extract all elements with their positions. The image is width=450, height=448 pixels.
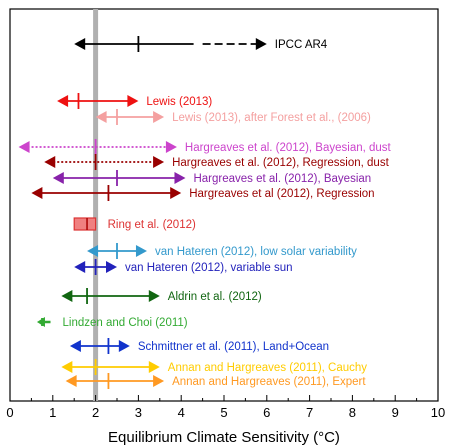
left-arrow xyxy=(74,38,86,50)
estimate-label: Lewis (2013), after Forest et al., (2006… xyxy=(172,112,371,124)
x-tick-label: 5 xyxy=(220,405,227,420)
estimate-row: Lewis (2013), after Forest et al., (2006… xyxy=(95,109,371,125)
right-arrow xyxy=(118,340,130,352)
x-tick-label: 1 xyxy=(49,405,56,420)
right-arrow xyxy=(170,187,182,199)
right-arrow xyxy=(127,95,139,107)
estimate-label: van Hateren (2012), low solar variabilit… xyxy=(155,246,357,258)
estimate-label: Hargreaves et al. (2012), Bayesian xyxy=(193,173,371,185)
estimate-row: Lewis (2013) xyxy=(57,93,212,109)
left-arrow xyxy=(31,187,43,199)
estimate-label: van Hateren (2012), variable sun xyxy=(125,262,293,274)
right-arrow xyxy=(106,261,117,273)
estimate-row: Hargreaves et al. (2012), Bayesian, dust xyxy=(18,139,392,155)
estimate-label: Hargreaves et al (2012), Regression xyxy=(189,188,374,200)
estimate-row: van Hateren (2012), low solar variabilit… xyxy=(87,243,357,259)
left-arrow xyxy=(61,361,73,373)
x-axis-label: Equilibrium Climate Sensitivity (°C) xyxy=(108,429,340,446)
estimate-row: Ring et al. (2012) xyxy=(73,217,196,231)
estimate-row: Hargreaves et al. (2012), Regression, du… xyxy=(44,154,390,170)
left-arrow xyxy=(69,340,81,352)
left-arrow xyxy=(18,141,30,153)
x-tick-label: 6 xyxy=(263,405,270,420)
left-arrow xyxy=(61,290,73,302)
x-tick-label: 10 xyxy=(431,405,445,420)
right-arrow xyxy=(153,375,165,387)
estimate-label: Annan and Hargreaves (2011), Expert xyxy=(172,376,366,388)
x-tick-label: 0 xyxy=(6,405,13,420)
estimate-label: Hargreaves et al. (2012), Bayesian, dust xyxy=(185,142,392,154)
left-arrow xyxy=(65,375,77,387)
right-arrow xyxy=(153,111,165,123)
estimate-label: Hargreaves et al. (2012), Regression, du… xyxy=(172,157,389,169)
estimate-row: Lindzen and Choi (2011) xyxy=(36,317,188,329)
estimate-row: Hargreaves et al (2012), Regression xyxy=(31,185,375,201)
estimate-label: Lindzen and Choi (2011) xyxy=(63,317,188,329)
left-arrow xyxy=(95,111,107,123)
right-arrow xyxy=(174,172,186,184)
estimate-row: van Hateren (2012), variable sun xyxy=(74,259,293,275)
range-box xyxy=(73,217,97,231)
x-tick-label: 7 xyxy=(306,405,313,420)
right-arrow xyxy=(153,156,165,168)
x-tick-label: 2 xyxy=(92,405,99,420)
right-arrow xyxy=(148,290,160,302)
plot-frame xyxy=(9,8,439,402)
estimate-row: Annan and Hargreaves (2011), Cauchy xyxy=(61,359,367,375)
estimate-row: Aldrin et al. (2012) xyxy=(61,288,262,304)
estimate-row: Annan and Hargreaves (2011), Expert xyxy=(65,373,366,389)
estimate-label: Aldrin et al. (2012) xyxy=(168,291,262,303)
estimate-label: Lewis (2013) xyxy=(146,96,212,108)
right-arrow xyxy=(165,141,177,153)
x-tick-label: 3 xyxy=(135,405,142,420)
x-tick-label: 9 xyxy=(392,405,399,420)
left-arrow xyxy=(57,95,69,107)
right-arrow xyxy=(255,38,267,50)
left-arrow xyxy=(44,156,56,168)
x-tick-label: 8 xyxy=(349,405,356,420)
estimate-row: Schmittner et al. (2011), Land+Ocean xyxy=(69,338,329,354)
right-arrow xyxy=(148,361,160,373)
right-arrow xyxy=(135,245,147,257)
estimate-row: Hargreaves et al. (2012), Bayesian xyxy=(52,170,371,186)
estimate-label: Annan and Hargreaves (2011), Cauchy xyxy=(168,362,367,374)
estimate-label: Ring et al. (2012) xyxy=(108,219,196,231)
left-arrow xyxy=(74,261,86,273)
estimate-label: Schmittner et al. (2011), Land+Ocean xyxy=(138,341,329,353)
estimate-row: IPCC AR4 xyxy=(74,36,328,52)
left-arrow xyxy=(52,172,64,184)
estimate-label: IPCC AR4 xyxy=(275,39,328,51)
left-arrow xyxy=(87,245,99,257)
x-tick-label: 4 xyxy=(178,405,185,420)
